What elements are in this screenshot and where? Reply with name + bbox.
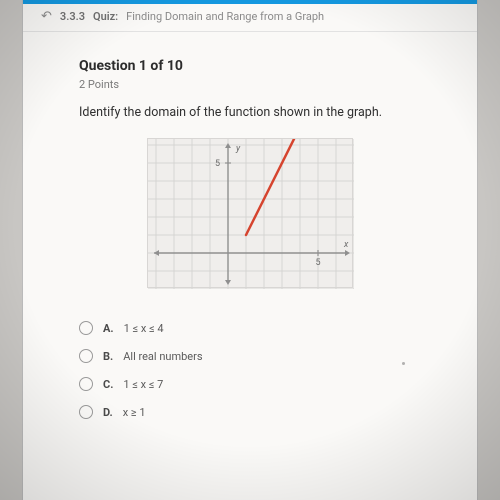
question-points: 2 Points	[79, 78, 421, 91]
radio-icon[interactable]	[79, 377, 93, 391]
answer-option[interactable]: D. x ≥ 1	[79, 398, 421, 426]
answer-letter: A.	[103, 322, 114, 335]
radio-icon[interactable]	[79, 349, 93, 363]
question-prompt: Identify the domain of the function show…	[79, 105, 421, 120]
answer-text: All real numbers	[123, 350, 202, 363]
back-arrow-icon[interactable]: ↶	[41, 10, 52, 23]
radio-icon[interactable]	[79, 321, 93, 335]
quiz-header: ↶ 3.3.3 Quiz: Finding Domain and Range f…	[23, 4, 477, 32]
answer-text: 1 ≤ x ≤ 4	[124, 322, 164, 335]
function-graph: 5 5 y x	[147, 138, 353, 288]
app-screen: ↶ 3.3.3 Quiz: Finding Domain and Range f…	[22, 0, 478, 500]
quiz-title: Finding Domain and Range from a Graph	[126, 10, 324, 23]
answer-option[interactable]: C. 1 ≤ x ≤ 7	[79, 370, 421, 398]
answer-letter: C.	[103, 378, 113, 391]
svg-text:y: y	[235, 144, 241, 154]
question-content: Question 1 of 10 2 Points Identify the d…	[23, 32, 477, 446]
svg-text:x: x	[343, 240, 349, 250]
quiz-label: Quiz:	[93, 10, 118, 23]
radio-icon[interactable]	[79, 405, 93, 419]
answer-option[interactable]: B. All real numbers	[79, 342, 421, 370]
quiz-code: 3.3.3	[60, 10, 85, 23]
svg-text:5: 5	[215, 159, 220, 169]
graph-svg: 5 5 y x	[148, 139, 354, 289]
answer-letter: B.	[103, 350, 113, 363]
answer-option[interactable]: A. 1 ≤ x ≤ 4	[79, 314, 421, 342]
answer-text: 1 ≤ x ≤ 7	[123, 378, 163, 391]
svg-text:5: 5	[315, 258, 320, 268]
answer-letter: D.	[103, 406, 113, 419]
answer-text: x ≥ 1	[123, 406, 146, 419]
question-number: Question 1 of 10	[79, 58, 421, 74]
dust-speck	[402, 362, 405, 365]
answer-list: A. 1 ≤ x ≤ 4 B. All real numbers C. 1 ≤ x ≤ 7…	[79, 314, 421, 426]
